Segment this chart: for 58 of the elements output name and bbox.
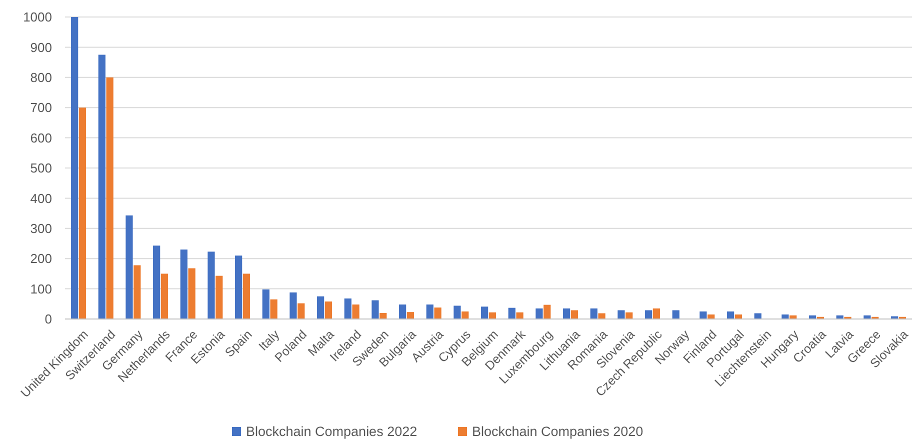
bar (126, 215, 133, 319)
bar (570, 310, 578, 319)
y-tick-label: 900 (30, 40, 52, 55)
bar (398, 304, 406, 319)
y-tick-label: 800 (30, 70, 52, 85)
bar (380, 312, 387, 319)
bar (71, 17, 78, 319)
bar (544, 304, 551, 319)
y-tick-label: 700 (30, 100, 52, 116)
bar (242, 274, 250, 319)
bar (270, 299, 278, 319)
bar (106, 77, 114, 319)
y-tick-label: 300 (30, 220, 52, 236)
bar (180, 250, 188, 319)
bar (726, 311, 734, 319)
bar (406, 312, 414, 319)
bar (216, 276, 223, 319)
y-tick-label: 200 (30, 251, 52, 266)
bar (344, 298, 352, 319)
bar (372, 300, 379, 319)
bar (160, 274, 168, 319)
y-tick-label: 500 (30, 160, 52, 176)
bar (618, 310, 625, 319)
bar (536, 308, 543, 319)
y-tick-label: 600 (30, 130, 52, 146)
bar (352, 304, 360, 319)
bar (208, 252, 215, 319)
bar (98, 54, 106, 319)
bar (508, 308, 516, 319)
bar (598, 313, 606, 319)
y-tick-label: 100 (30, 281, 52, 296)
bar (644, 310, 652, 319)
legend-label: Blockchain Companies 2020 (472, 424, 644, 439)
y-tick-label: 400 (30, 190, 52, 206)
bar (516, 312, 524, 319)
y-tick-label: 1000 (23, 10, 52, 25)
bar (462, 311, 469, 319)
bar (134, 265, 141, 319)
bar (235, 256, 242, 319)
bar (298, 303, 305, 319)
bar (153, 246, 160, 319)
bar (480, 306, 488, 319)
bar (672, 310, 680, 319)
bar (426, 304, 434, 319)
bar (454, 306, 461, 319)
bar (590, 308, 598, 319)
legend-label: Blockchain Companies 2022 (246, 424, 418, 439)
bar (652, 308, 660, 319)
bar (188, 268, 196, 319)
y-tick-label: 0 (44, 312, 52, 327)
bar (290, 292, 297, 319)
bar (700, 311, 707, 319)
bar (78, 108, 86, 319)
bar (562, 308, 570, 319)
bar (316, 296, 324, 319)
bar (324, 301, 332, 319)
bar (434, 308, 442, 319)
bar (262, 289, 270, 319)
